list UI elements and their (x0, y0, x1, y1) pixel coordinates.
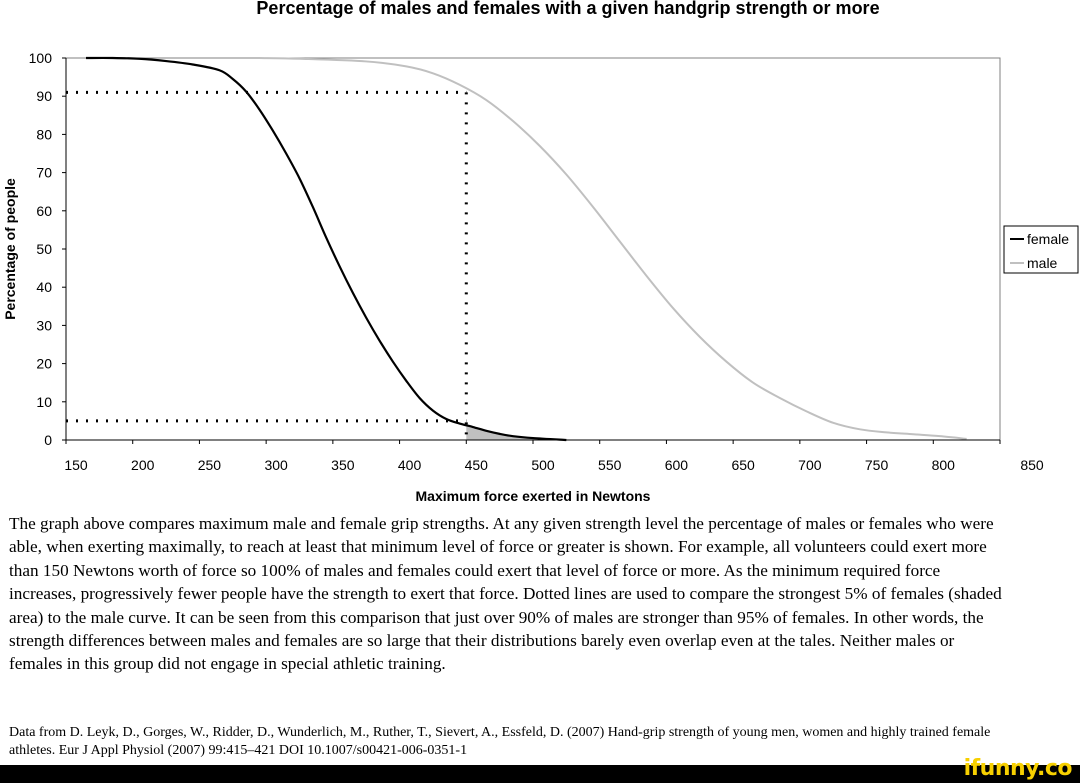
source-citation: Data from D. Leyk, D., Gorges, W., Ridde… (9, 725, 991, 758)
x-tick-label: 200 (131, 457, 155, 473)
y-tick-label: 50 (36, 241, 52, 257)
chart: 0 10 20 30 40 50 60 70 80 90 100 150 200 250 300 350 400… (2, 50, 1079, 504)
y-tick-label: 30 (36, 317, 52, 333)
y-tick-label: 40 (36, 279, 52, 295)
legend-box (1003, 225, 1079, 274)
y-tick-label: 10 (36, 394, 52, 410)
caption-paragraph: The graph above compares maximum male an… (9, 514, 1002, 674)
x-tick-label: 300 (264, 457, 288, 473)
x-tick-label: 500 (531, 457, 555, 473)
y-tick-label: 90 (36, 88, 52, 104)
x-tick-label: 450 (465, 457, 489, 473)
x-tick-label: 150 (64, 457, 88, 473)
x-tick-label: 400 (398, 457, 422, 473)
x-tick-label: 800 (932, 457, 956, 473)
x-tick-label: 650 (731, 457, 755, 473)
x-axis-title: Maximum force exerted in Newtons (416, 488, 651, 504)
watermark-logo: ifunny.co (963, 756, 1073, 781)
plot-area-frame (65, 57, 1001, 441)
x-tick-label: 350 (331, 457, 355, 473)
y-tick-label: 70 (36, 165, 52, 181)
y-tick-label: 80 (36, 126, 52, 142)
y-tick-label: 100 (29, 50, 53, 66)
y-tick-label: 0 (44, 432, 52, 448)
series-line-female (86, 56, 567, 442)
series-line-male (259, 57, 967, 440)
y-tick-label: 20 (36, 356, 52, 372)
footer-bar (0, 765, 1080, 783)
y-axis-title: Percentage of people (2, 178, 18, 320)
shaded-region-strongest-5pct-females (466, 425, 567, 440)
legend-label-female: female (1027, 231, 1069, 247)
legend-label-male: male (1027, 255, 1058, 271)
x-tick-label: 850 (1020, 457, 1044, 473)
x-tick-label: 550 (598, 457, 622, 473)
x-tick-label: 750 (865, 457, 889, 473)
chart-title: Percentage of males and females with a g… (256, 0, 880, 18)
x-tick-label: 600 (665, 457, 689, 473)
x-tick-label: 700 (798, 457, 822, 473)
x-tick-label: 250 (198, 457, 222, 473)
y-tick-label: 60 (36, 203, 52, 219)
